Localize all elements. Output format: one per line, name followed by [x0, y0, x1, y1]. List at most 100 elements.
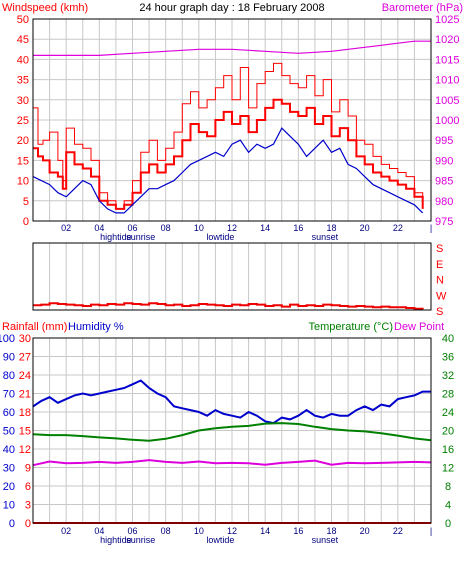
- windspeed-tick-label: 15: [17, 155, 29, 167]
- rainfall-tick-label: 9: [25, 463, 31, 475]
- windspeed-tick-label: 50: [17, 14, 29, 26]
- hour-tick-label: 02: [61, 223, 71, 233]
- wind-chart-title: 24 hour graph day : 18 February 2008: [139, 2, 324, 14]
- humidity-tick-label: 20: [3, 481, 15, 493]
- windspeed-axis-label: Windspeed (kmh): [2, 2, 88, 14]
- temperature-tick-label: 24: [442, 407, 454, 419]
- temperature-tick-label: 0: [445, 518, 451, 530]
- barometer-line: [33, 40, 431, 56]
- temperature-tick-label: 32: [442, 370, 454, 382]
- dewpoint-line: [32, 459, 432, 467]
- humidity-tick-label: 90: [3, 352, 15, 364]
- barometer-tick-label: 995: [435, 135, 453, 147]
- hour-tick-label: 10: [194, 526, 204, 536]
- barometer-tick-label: 1015: [435, 54, 459, 66]
- hour-tick-label: 04: [94, 223, 104, 233]
- hour-end-marker: |: [430, 526, 432, 536]
- humidity-tick-label: 40: [3, 444, 15, 456]
- humidity-line: [32, 379, 431, 425]
- direction-chart-frame: [32, 242, 432, 311]
- humidity-tick-label: 70: [3, 389, 15, 401]
- rainfall-axis-label: Rainfall (mm): [2, 321, 67, 333]
- hour-tick-label: 22: [393, 223, 403, 233]
- event-label: lowtide: [206, 535, 234, 545]
- hour-tick-label: 18: [326, 526, 336, 536]
- humidity-axis-label: Humidity %: [68, 321, 124, 333]
- temperature-tick-label: 8: [445, 481, 451, 493]
- hour-tick-label: 08: [161, 223, 171, 233]
- event-label: hightide: [100, 232, 132, 242]
- temperature-tick-label: 36: [442, 352, 454, 364]
- rainfall-tick-label: 21: [19, 389, 31, 401]
- hour-tick-label: 12: [227, 526, 237, 536]
- hour-tick-label: 08: [161, 526, 171, 536]
- event-label: sunrise: [126, 232, 155, 242]
- windspeed-line: [33, 98, 424, 210]
- hour-tick-label: 14: [260, 223, 270, 233]
- event-label: sunset: [312, 232, 339, 242]
- rainfall-tick-label: 0: [25, 518, 31, 530]
- barometer-tick-label: 1025: [435, 14, 459, 26]
- rainfall-tick-label: 12: [19, 444, 31, 456]
- temperature-tick-label: 20: [442, 426, 454, 438]
- hour-tick-label: 10: [194, 223, 204, 233]
- temperature-tick-label: 4: [445, 500, 451, 512]
- direction-tick-label: S: [436, 243, 443, 255]
- barometer-tick-label: 1005: [435, 95, 459, 107]
- direction-tick-label: W: [436, 290, 447, 302]
- wind-chart-ticks: 0510152025303540455097598098599099510001…: [17, 14, 460, 242]
- barometer-axis-label: Barometer (hPa): [382, 2, 463, 14]
- rainfall-tick-label: 6: [25, 481, 31, 493]
- windspeed-tick-label: 0: [23, 216, 29, 228]
- hour-tick-label: 16: [293, 526, 303, 536]
- direction-tick-label: E: [436, 259, 443, 271]
- wind-direction-line: [33, 302, 424, 310]
- rainfall-tick-label: 24: [19, 370, 31, 382]
- wind-gust-line: [33, 62, 424, 210]
- humidity-tick-label: 30: [3, 463, 15, 475]
- windspeed-tick-label: 40: [17, 54, 29, 66]
- wind-chart-series: [32, 40, 431, 214]
- hour-tick-label: 12: [227, 223, 237, 233]
- event-label: hightide: [100, 535, 132, 545]
- hour-end-marker: |: [430, 223, 432, 233]
- temperature-axis-label: Temperature (°C): [309, 321, 393, 333]
- temperature-line: [32, 422, 432, 442]
- climate-chart-ticks: 0102030405060708090100036912151821242730…: [0, 333, 454, 545]
- barometer-tick-label: 1010: [435, 75, 459, 87]
- temperature-tick-label: 16: [442, 444, 454, 456]
- temperature-tick-label: 28: [442, 389, 454, 401]
- windspeed-tick-label: 10: [17, 176, 29, 188]
- windspeed-tick-label: 35: [17, 75, 29, 87]
- temperature-tick-label: 40: [442, 333, 454, 345]
- rainfall-tick-label: 27: [19, 352, 31, 364]
- hour-tick-label: 18: [326, 223, 336, 233]
- rainfall-tick-label: 18: [19, 407, 31, 419]
- humidity-tick-label: 100: [0, 333, 15, 345]
- direction-tick-label: S: [436, 306, 443, 318]
- windspeed-tick-label: 20: [17, 135, 29, 147]
- barometer-tick-label: 985: [435, 176, 453, 188]
- direction-chart-series: [33, 302, 424, 310]
- barometer-tick-label: 1020: [435, 34, 459, 46]
- rainfall-tick-label: 15: [19, 426, 31, 438]
- windspeed-tick-label: 5: [23, 196, 29, 208]
- humidity-tick-label: 50: [3, 426, 15, 438]
- temperature-tick-label: 12: [442, 463, 454, 475]
- barometer-tick-label: 980: [435, 196, 453, 208]
- hour-tick-label: 14: [260, 526, 270, 536]
- windspeed-tick-label: 30: [17, 95, 29, 107]
- hour-tick-label: 22: [393, 526, 403, 536]
- hour-tick-label: 20: [360, 526, 370, 536]
- direction-tick-label: N: [436, 275, 444, 287]
- windspeed-tick-label: 45: [17, 34, 29, 46]
- wind-chart-frame: [32, 18, 432, 222]
- hour-tick-label: 04: [94, 526, 104, 536]
- event-label: sunset: [312, 535, 339, 545]
- climate-chart-frame: [32, 337, 432, 524]
- hour-tick-label: 06: [127, 223, 137, 233]
- hour-tick-label: 06: [127, 526, 137, 536]
- barometer-tick-label: 1000: [435, 115, 459, 127]
- rainfall-tick-label: 3: [25, 500, 31, 512]
